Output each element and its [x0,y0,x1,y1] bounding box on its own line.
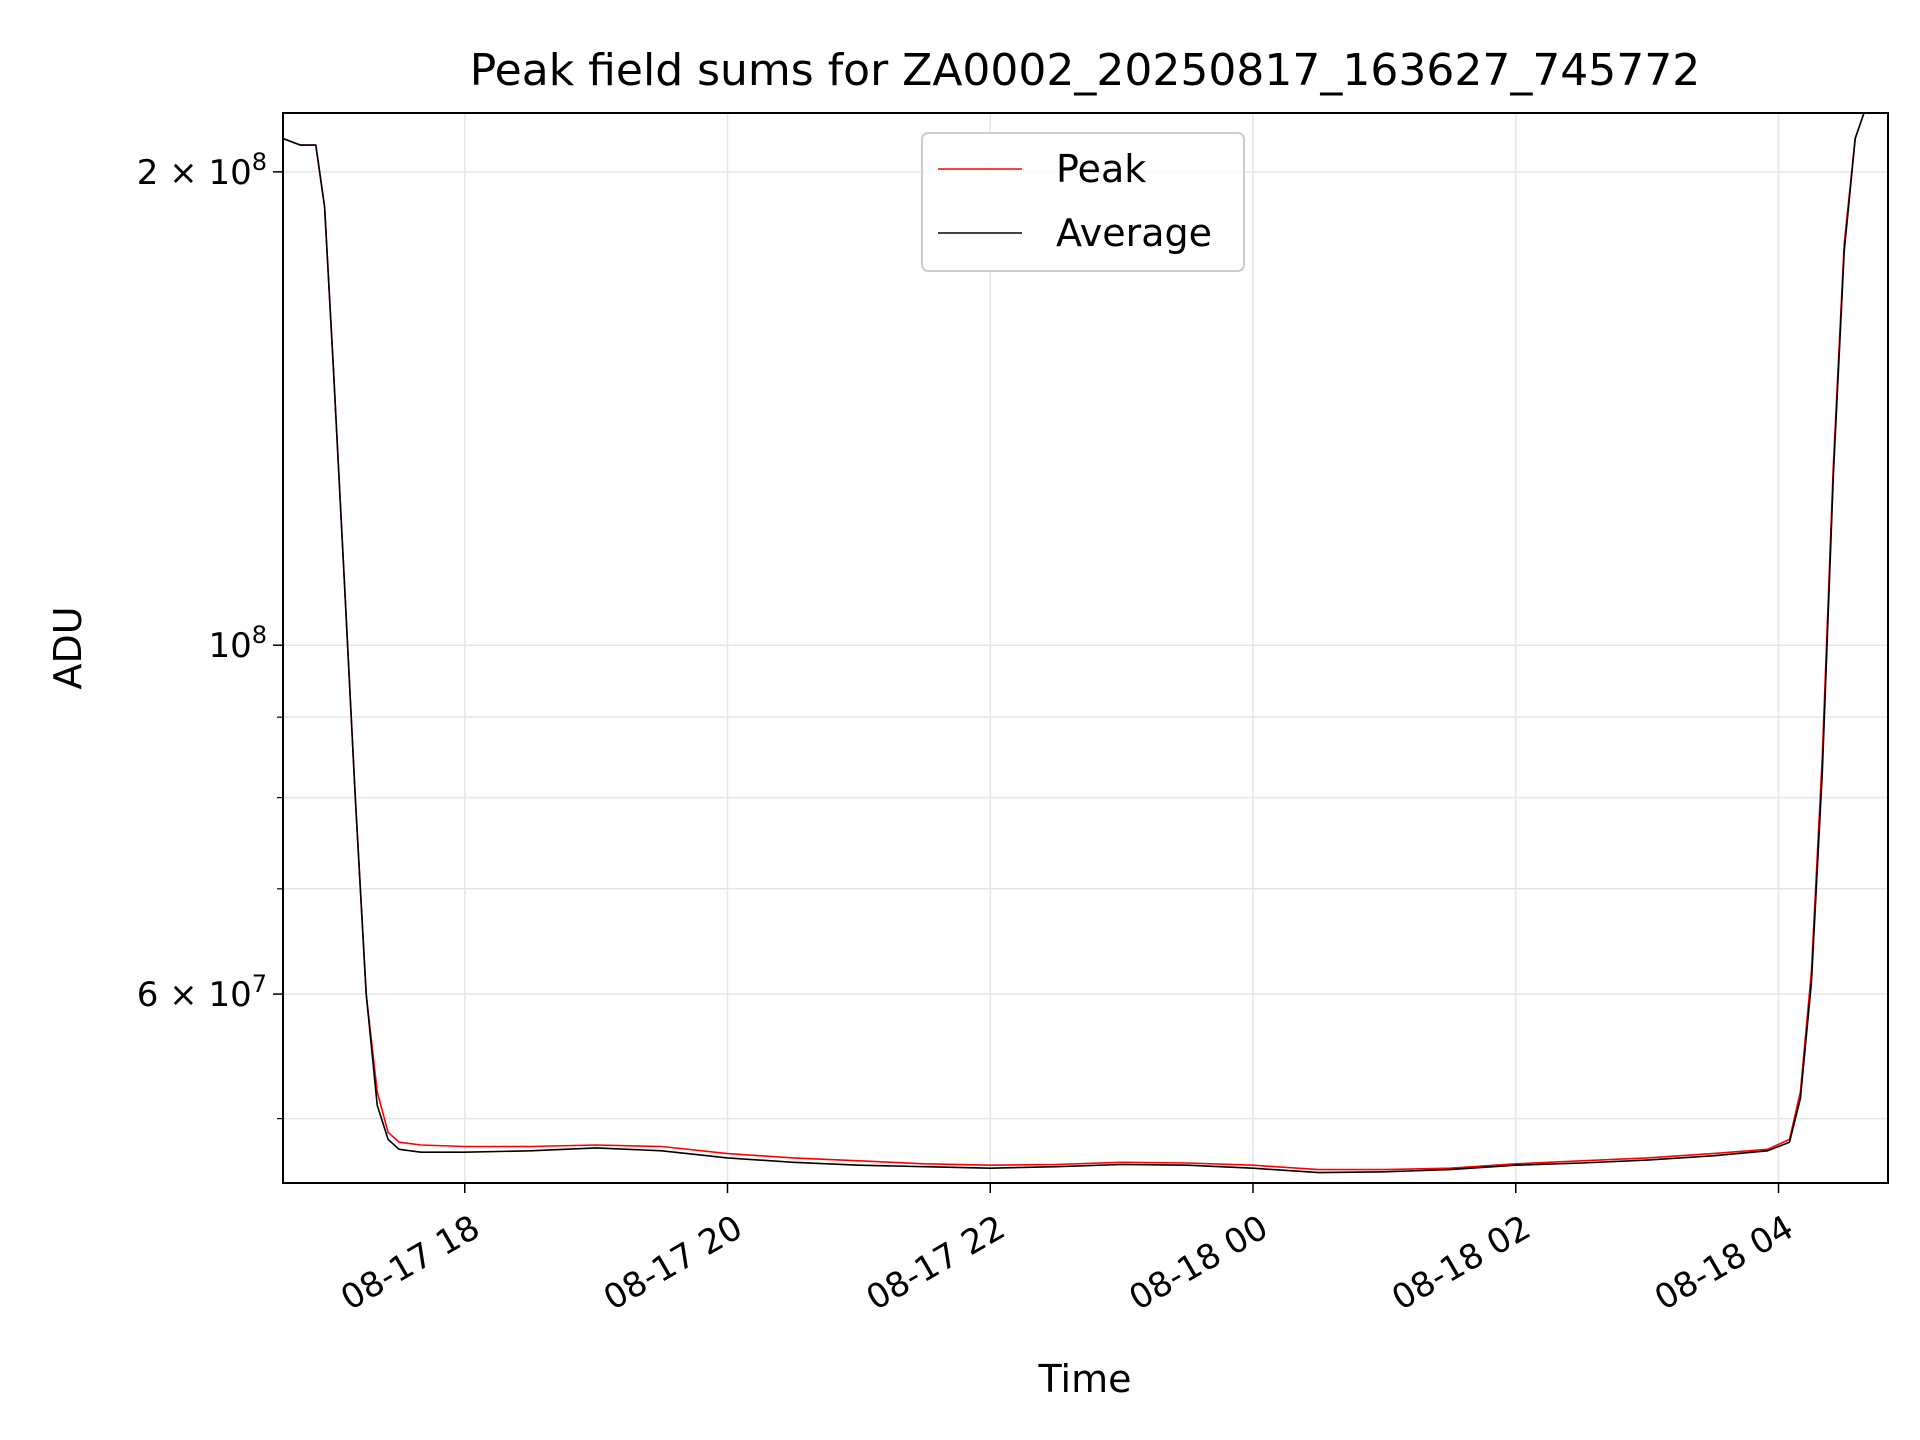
x-tick-label: 08-18 02 [1385,1208,1537,1319]
series-layer [283,113,1865,1174]
x-tick-label: 08-18 04 [1648,1208,1800,1319]
legend-box [921,132,1245,272]
x-tick-label: 08-17 18 [334,1208,486,1319]
chart-title: Peak field sums for ZA0002_20250817_1636… [470,45,1701,96]
legend-label-average: Average [1056,211,1212,255]
x-axis-label: Time [1038,1357,1132,1401]
plot-frame [282,112,1889,1184]
series-line-average [283,113,1865,1174]
legend: Peak Average [921,132,1245,272]
y-axis: 6 × 107 108 2 × 108 [137,148,283,1120]
x-tick-label: 08-17 20 [597,1208,749,1319]
x-tick-label: 08-17 22 [860,1208,1012,1319]
x-axis: 08-17 18 08-17 20 08-17 22 08-18 00 08-18 02… [334,1183,1800,1319]
y-tick-label: 6 × 107 [137,970,267,1015]
x-tick-label: 08-18 00 [1123,1208,1275,1319]
y-tick-label: 108 [208,621,267,666]
y-axis-label: ADU [46,606,90,689]
y-tick-label: 2 × 108 [137,148,267,193]
legend-label-peak: Peak [1056,147,1146,191]
grid-lines [283,113,1888,1183]
